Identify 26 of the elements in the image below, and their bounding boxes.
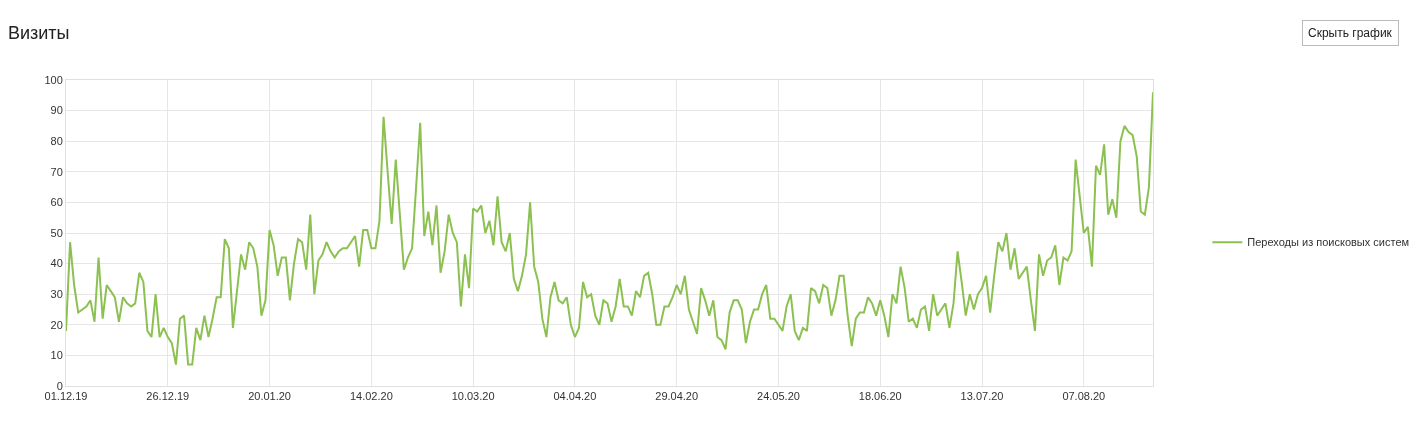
x-tick-label: 14.02.20 [349,390,393,403]
chart-title: Визиты [8,23,70,44]
y-tick-label: 80 [50,135,63,148]
x-tick-label: 04.04.20 [553,390,597,403]
y-tick-label: 100 [44,73,63,86]
y-tick-label: 0 [56,379,63,392]
y-tick-label: 10 [50,349,63,362]
x-tick-label: 18.06.20 [858,390,902,403]
y-tick-label: 90 [50,104,63,117]
y-tick-label: 60 [50,196,63,209]
legend-label: Переходы из поисковых систем [1247,236,1410,249]
y-tick-label: 50 [50,226,63,239]
x-tick-label: 29.04.20 [655,390,699,403]
x-tick-label: 07.08.20 [1062,390,1106,403]
text: Скрыть график [1308,26,1393,40]
x-tick-label: 20.01.20 [248,390,291,403]
x-tick-label: 26.12.19 [146,390,190,403]
y-tick-label: 40 [50,257,63,270]
x-tick-label: 10.03.20 [451,390,495,403]
line-series [66,91,1153,366]
x-tick-label: 24.05.20 [757,390,800,403]
y-tick-label: 20 [50,318,63,331]
x-tick-label: 01.12.19 [44,390,88,403]
y-tick-label: 30 [50,288,63,301]
y-tick-label: 70 [50,165,63,178]
x-tick-label: 13.07.20 [960,390,1004,403]
